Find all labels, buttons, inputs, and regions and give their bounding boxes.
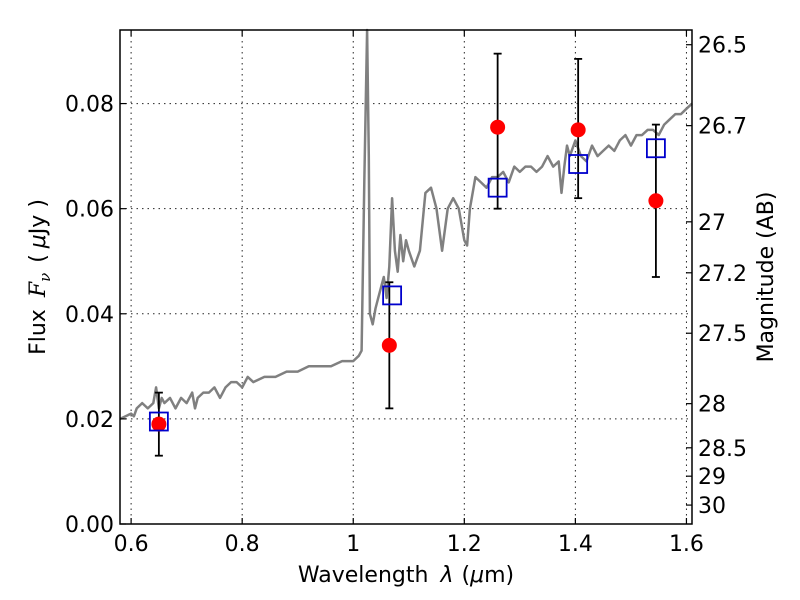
x-tick-label: 1.2 — [447, 532, 482, 557]
model-square — [382, 285, 403, 306]
observed-point — [490, 119, 506, 135]
spectrum-line — [119, 28, 693, 421]
model-square — [148, 411, 169, 432]
model-square — [487, 177, 508, 198]
y-tick-label: 0.04 — [65, 303, 114, 328]
x-tick-label: 0.8 — [225, 532, 260, 557]
y-tick-label: 0.06 — [65, 198, 114, 223]
errorbar-layer — [154, 52, 660, 457]
magnitude-tick-label: 28.5 — [698, 437, 747, 462]
x-tick-label: 1.4 — [558, 532, 593, 557]
grid-layer — [120, 30, 692, 524]
tick-layer: 0.6 0.8 1 1.2 1.4 1.6 0.00 0.02 0.04 0.06 0.08 26.5… — [65, 30, 747, 557]
observed-point — [381, 337, 397, 353]
magnitude-tick-label: 30 — [698, 494, 726, 519]
y-tick-label: 0.08 — [65, 93, 114, 118]
magnitude-tick-label: 26.5 — [698, 34, 747, 59]
squares-layer — [148, 138, 666, 432]
plot-frame — [119, 29, 693, 525]
x-tick-label: 1.6 — [669, 532, 704, 557]
observed-point — [151, 416, 167, 432]
y2-axis-label: Magnitude (AB) — [754, 192, 779, 363]
magnitude-tick-label: 26.7 — [698, 115, 747, 140]
model-square — [568, 154, 589, 174]
y-tick-label: 0.02 — [65, 408, 114, 433]
points-layer — [151, 119, 664, 432]
model-square — [646, 138, 666, 159]
y-axis-label: FluxFν(μJy ) — [26, 199, 54, 355]
magnitude-tick-label: 29 — [698, 465, 726, 490]
magnitude-tick-label: 28 — [698, 393, 726, 418]
observed-point — [570, 122, 586, 138]
magnitude-tick-label: 27.2 — [698, 262, 747, 287]
magnitude-tick-label: 27.5 — [698, 322, 747, 347]
x-tick-label: 1 — [346, 532, 360, 557]
x-axis-label: Wavelength λ (μm) — [298, 563, 514, 588]
magnitude-tick-label: 27 — [698, 211, 726, 236]
spectrum-layer — [119, 28, 693, 421]
observed-point — [648, 193, 664, 209]
x-tick-label: 0.6 — [114, 532, 149, 557]
y-tick-label: 0.00 — [65, 513, 114, 538]
